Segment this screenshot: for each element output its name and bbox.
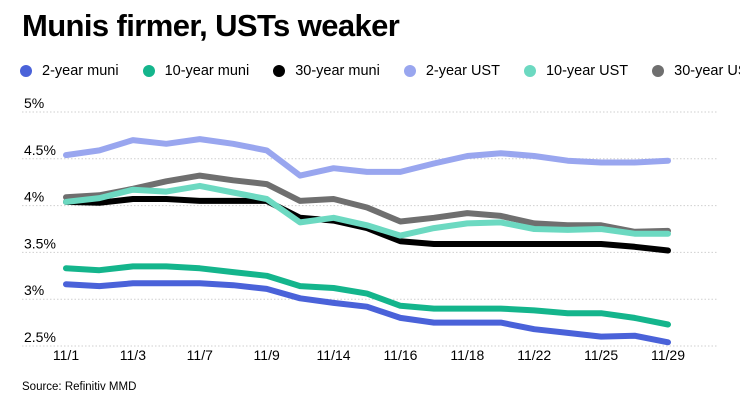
legend-label: 10-year UST bbox=[545, 63, 629, 79]
legend-label: 2-year muni bbox=[42, 63, 119, 79]
legend-marker bbox=[523, 65, 536, 77]
legend-marker bbox=[652, 65, 665, 77]
x-tick-label: 11/9 bbox=[254, 347, 280, 363]
legend: 2-year muni 10-year muni 30-year muni 2-yea… bbox=[20, 63, 740, 79]
legend-marker bbox=[403, 65, 416, 77]
series-line-10-year-ust bbox=[63, 182, 671, 239]
legend-label: 2-year UST bbox=[425, 63, 500, 79]
y-tick-label: 4% bbox=[24, 189, 44, 205]
chart-title: Munis firmer, USTs weaker bbox=[22, 8, 400, 43]
x-tick-label: 11/25 bbox=[584, 347, 618, 363]
legend-marker bbox=[142, 65, 155, 77]
legend-item: 10-year UST bbox=[523, 63, 629, 79]
series-line-30-year-ust bbox=[63, 172, 671, 235]
legend-item: 30-year muni bbox=[273, 63, 380, 79]
series-line-10-year-muni bbox=[63, 263, 671, 328]
x-tick-label: 11/7 bbox=[187, 347, 213, 363]
legend-item: 2-year muni bbox=[20, 63, 119, 79]
legend-marker bbox=[273, 65, 286, 77]
x-tick-label: 11/1 bbox=[53, 347, 79, 363]
x-tick-label: 11/3 bbox=[120, 347, 146, 363]
y-tick-label: 2.5% bbox=[24, 329, 56, 345]
legend-label: 10-year muni bbox=[164, 63, 250, 79]
x-axis-ticks: 11/1 11/3 11/7 11/9 11/14 11/16 11/18 11/22 11/2… bbox=[53, 347, 685, 363]
legend-item: 2-year UST bbox=[403, 63, 500, 79]
x-tick-label: 11/18 bbox=[450, 347, 484, 363]
source-note: Source: Refinitiv MMD bbox=[22, 381, 137, 393]
x-tick-label: 11/14 bbox=[317, 347, 351, 363]
series-line-2-year-ust bbox=[63, 136, 671, 179]
legend-label: 30-year UST bbox=[674, 63, 740, 79]
y-axis-ticks: 5% 4.5% 4% 3.5% 3% 2.5% bbox=[24, 95, 56, 345]
y-tick-label: 3% bbox=[24, 282, 44, 298]
y-tick-label: 3.5% bbox=[24, 235, 56, 251]
series-line-2-year-muni bbox=[63, 280, 671, 346]
x-tick-label: 11/22 bbox=[517, 347, 551, 363]
legend-item: 30-year UST bbox=[652, 63, 740, 79]
y-tick-label: 4.5% bbox=[24, 142, 56, 158]
y-tick-label: 5% bbox=[24, 95, 44, 111]
legend-label: 30-year muni bbox=[295, 63, 380, 79]
legend-marker bbox=[20, 65, 32, 77]
x-tick-label: 11/29 bbox=[651, 347, 685, 363]
x-tick-label: 11/16 bbox=[383, 347, 417, 363]
line-chart: 5% 4.5% 4% 3.5% 3% 2.5% 11/1 11/3 11/7 11/9 11/14… bbox=[22, 95, 718, 363]
series-lines bbox=[63, 136, 671, 346]
legend-item: 10-year muni bbox=[142, 63, 250, 79]
